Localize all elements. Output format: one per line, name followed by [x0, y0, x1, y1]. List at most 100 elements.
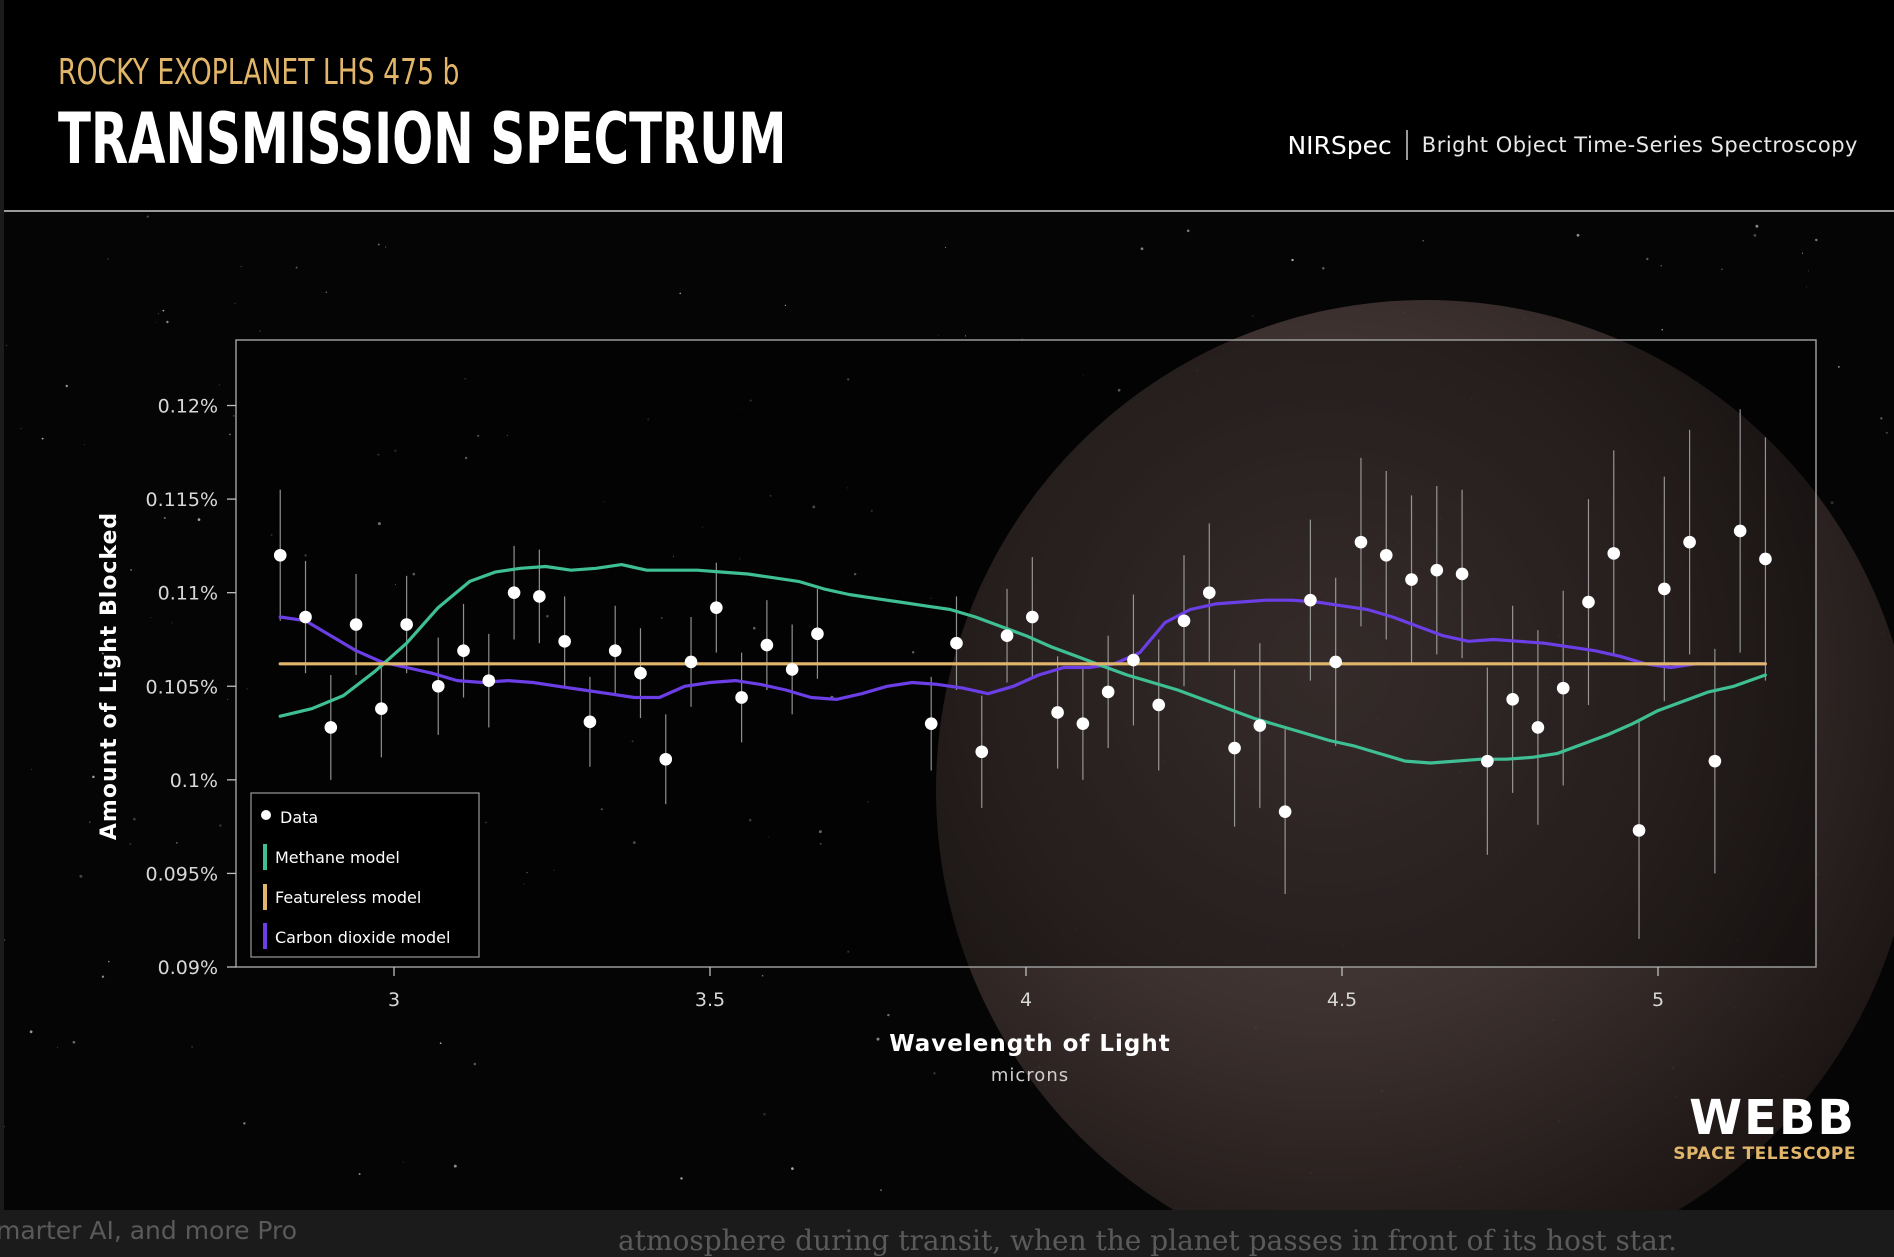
- star: [130, 568, 133, 571]
- star: [377, 453, 380, 456]
- star: [769, 495, 772, 497]
- star: [1646, 257, 1649, 261]
- star: [4, 1125, 5, 1128]
- methane-model-line: [278, 562, 1768, 765]
- star: [191, 1046, 193, 1048]
- planet-illustration: [936, 300, 1894, 1210]
- star: [477, 434, 480, 437]
- star: [1140, 247, 1144, 251]
- webb-logo: WEBB SPACE TELESCOPE: [1673, 1090, 1856, 1164]
- star: [227, 699, 229, 700]
- star: [871, 510, 873, 512]
- webb-logo-word: WEBB: [1689, 1090, 1856, 1146]
- star: [819, 842, 822, 845]
- star: [129, 843, 132, 845]
- star: [5, 344, 8, 347]
- star: [867, 801, 869, 803]
- star: [526, 872, 528, 874]
- star: [1880, 417, 1883, 420]
- header: ROCKY EXOPLANET LHS 475 b TRANSMISSION S…: [4, 0, 1894, 210]
- star: [166, 320, 169, 324]
- star: [92, 775, 95, 779]
- legend-box: [250, 792, 480, 958]
- star: [660, 616, 663, 619]
- x-axis-unit: microns: [991, 1065, 1069, 1086]
- instrument-divider: [1405, 130, 1408, 160]
- star: [464, 456, 468, 460]
- star: [603, 501, 605, 503]
- data-point: [1658, 582, 1671, 596]
- x-axis: 3 3.5 4 4.5 5: [388, 967, 1664, 1011]
- data-point: [924, 717, 938, 730]
- star: [523, 883, 526, 885]
- star: [394, 583, 396, 586]
- y-axis-label: Amount of Light Blocked: [97, 512, 122, 840]
- star: [847, 378, 850, 381]
- star: [1422, 240, 1424, 242]
- star: [812, 505, 816, 509]
- legend-label-methane: Methane model: [275, 848, 400, 867]
- star: [1805, 286, 1808, 288]
- header-divider: [4, 210, 1894, 212]
- legend-methane-swatch: [263, 844, 267, 870]
- data-point: [684, 655, 698, 669]
- y-tick-label: 0.12%: [158, 396, 218, 418]
- star: [741, 408, 743, 410]
- star: [175, 842, 178, 844]
- data-point: [1127, 653, 1140, 667]
- background-page-text-right: atmosphere during transit, when the plan…: [618, 1224, 1677, 1257]
- star: [464, 378, 467, 380]
- x-tick-label: 4.5: [1327, 989, 1357, 1011]
- star: [1660, 265, 1662, 267]
- star: [4, 939, 6, 941]
- x-tick-label: 3.5: [695, 989, 725, 1011]
- data-point: [375, 702, 388, 716]
- star: [1291, 258, 1294, 262]
- legend-co2-swatch: [263, 923, 267, 949]
- data-point: [482, 674, 496, 687]
- data-point: [1304, 593, 1317, 607]
- star: [197, 518, 201, 521]
- star: [753, 626, 756, 630]
- star: [240, 266, 242, 268]
- star: [1661, 329, 1663, 331]
- star: [107, 258, 109, 260]
- instrument-mode: Bright Object Time-Series Spectroscopy: [1421, 133, 1858, 157]
- y-axis: 0.09% 0.095% 0.1% 0.105% 0.11% 0.115% 0.12%: [146, 396, 236, 979]
- star: [964, 335, 967, 337]
- star: [1082, 374, 1084, 376]
- star: [377, 243, 380, 246]
- star: [108, 960, 110, 963]
- star: [453, 1164, 457, 1168]
- data-point: [1430, 563, 1444, 577]
- star: [146, 215, 149, 218]
- data-point: [457, 644, 470, 657]
- star: [439, 1042, 442, 1045]
- star: [761, 974, 764, 977]
- star: [158, 313, 160, 315]
- star: [218, 384, 221, 386]
- star: [546, 614, 549, 618]
- star: [270, 533, 273, 536]
- star: [1801, 252, 1804, 254]
- star: [72, 1040, 76, 1044]
- star: [163, 516, 166, 520]
- data-point: [785, 663, 799, 676]
- data-point: [583, 715, 597, 729]
- y-tick-label: 0.11%: [158, 583, 218, 605]
- star: [353, 739, 355, 741]
- plot-area: [235, 339, 1817, 968]
- star: [412, 572, 416, 576]
- data-point: [533, 590, 546, 603]
- star: [600, 808, 603, 811]
- star: [101, 975, 105, 978]
- y-tick-label: 0.095%: [146, 863, 218, 885]
- star: [506, 434, 508, 437]
- data-point: [349, 618, 363, 631]
- star: [945, 246, 947, 248]
- star: [89, 821, 91, 823]
- y-tick-label: 0.115%: [146, 489, 218, 511]
- star: [933, 1072, 936, 1075]
- data-point: [1582, 595, 1595, 609]
